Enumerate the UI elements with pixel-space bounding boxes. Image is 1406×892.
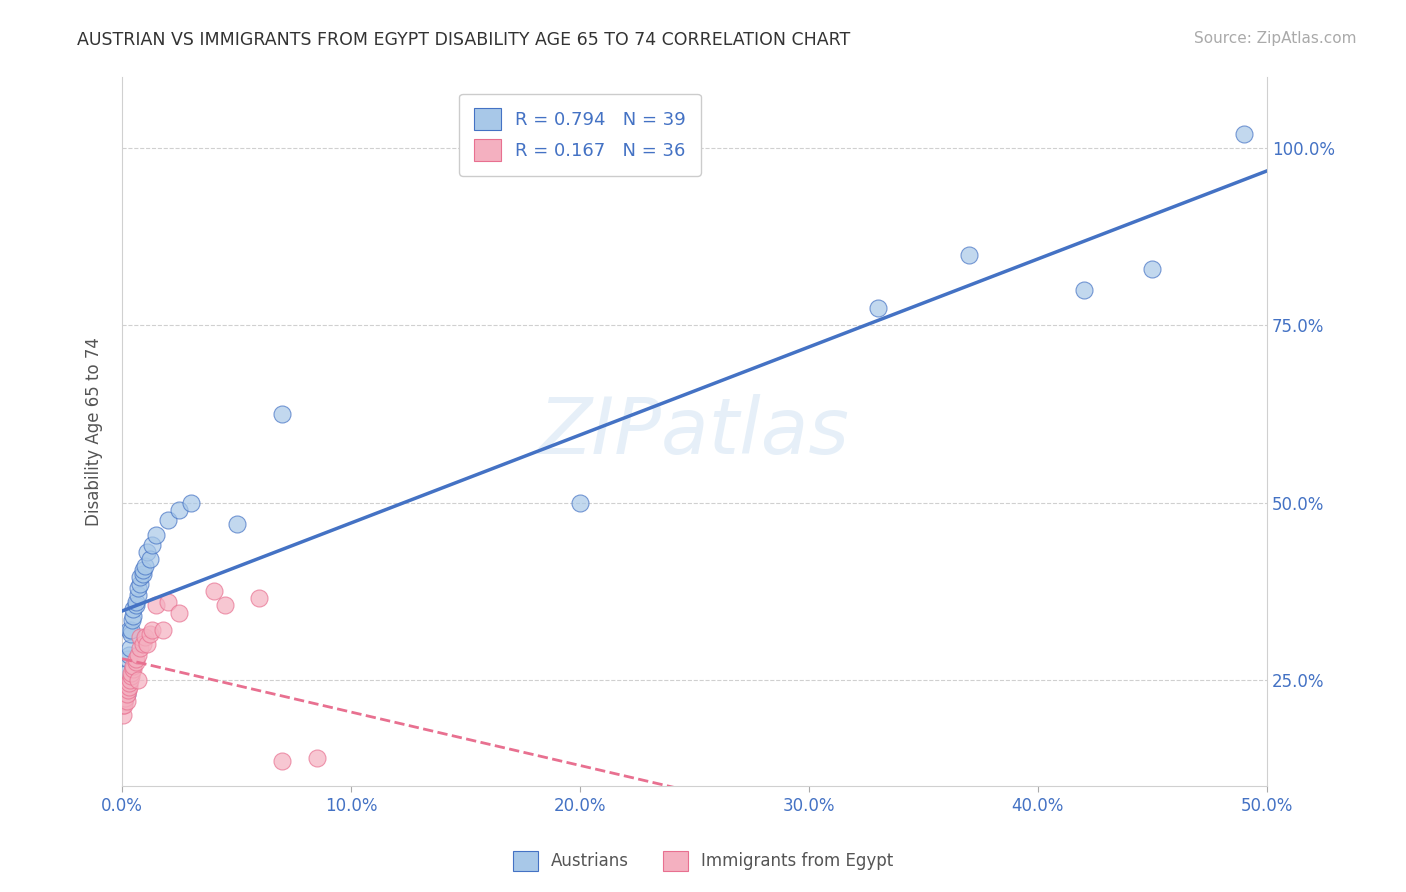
Point: [202, 584, 225, 599]
Point: [127, 673, 149, 687]
Point: [129, 630, 152, 644]
Point: [134, 559, 156, 574]
Point: [152, 624, 174, 638]
Text: Source: ZipAtlas.com: Source: ZipAtlas.com: [1194, 31, 1357, 46]
Point: [225, 516, 247, 531]
Point: [305, 751, 328, 765]
Point: [112, 690, 135, 705]
Point: [129, 640, 152, 655]
Point: [131, 566, 153, 581]
Point: [214, 599, 236, 613]
Point: [125, 599, 148, 613]
Point: [115, 694, 138, 708]
Text: ZIPatlas: ZIPatlas: [538, 393, 849, 470]
Point: [180, 496, 202, 510]
Point: [127, 588, 149, 602]
Point: [125, 595, 148, 609]
Point: [169, 606, 191, 620]
Point: [249, 591, 271, 606]
Point: [129, 570, 152, 584]
Point: [131, 563, 153, 577]
Point: [138, 627, 160, 641]
Point: [122, 658, 145, 673]
Point: [957, 247, 980, 261]
Point: [141, 624, 163, 638]
Point: [569, 496, 592, 510]
Point: [114, 683, 136, 698]
Point: [127, 648, 149, 662]
Point: [125, 655, 148, 669]
Point: [156, 513, 179, 527]
Point: [120, 627, 142, 641]
Point: [120, 669, 142, 683]
Point: [114, 690, 136, 705]
Point: [156, 595, 179, 609]
Point: [1142, 261, 1164, 276]
Point: [271, 407, 294, 421]
Point: [271, 755, 294, 769]
Point: [117, 683, 139, 698]
Point: [145, 527, 167, 541]
Point: [122, 602, 145, 616]
Point: [115, 665, 138, 680]
Point: [1233, 127, 1256, 141]
Point: [117, 651, 139, 665]
Point: [112, 680, 135, 694]
Point: [145, 599, 167, 613]
Point: [141, 538, 163, 552]
Point: [122, 662, 145, 676]
Point: [121, 613, 143, 627]
Point: [125, 651, 148, 665]
Point: [111, 708, 134, 723]
Point: [129, 577, 152, 591]
Point: [340, 793, 363, 807]
Legend: R = 0.794   N = 39, R = 0.167   N = 36: R = 0.794 N = 39, R = 0.167 N = 36: [460, 94, 700, 176]
Point: [118, 624, 141, 638]
Point: [115, 687, 138, 701]
Point: [112, 694, 135, 708]
Point: [134, 630, 156, 644]
Point: [136, 545, 159, 559]
Point: [112, 698, 135, 712]
Point: [122, 609, 145, 624]
Point: [118, 648, 141, 662]
Point: [112, 694, 135, 708]
Point: [1073, 283, 1095, 297]
Y-axis label: Disability Age 65 to 74: Disability Age 65 to 74: [86, 337, 103, 526]
Point: [120, 640, 142, 655]
Point: [131, 637, 153, 651]
Text: AUSTRIAN VS IMMIGRANTS FROM EGYPT DISABILITY AGE 65 TO 74 CORRELATION CHART: AUSTRIAN VS IMMIGRANTS FROM EGYPT DISABI…: [77, 31, 851, 49]
Point: [115, 687, 138, 701]
Point: [112, 698, 135, 712]
Point: [120, 673, 142, 687]
Point: [120, 665, 142, 680]
Point: [866, 301, 889, 315]
Point: [169, 502, 191, 516]
Point: [118, 680, 141, 694]
Point: [118, 676, 141, 690]
Point: [120, 624, 142, 638]
Legend: Austrians, Immigrants from Egypt: Austrians, Immigrants from Egypt: [505, 842, 901, 880]
Point: [138, 552, 160, 566]
Point: [127, 581, 149, 595]
Point: [136, 637, 159, 651]
